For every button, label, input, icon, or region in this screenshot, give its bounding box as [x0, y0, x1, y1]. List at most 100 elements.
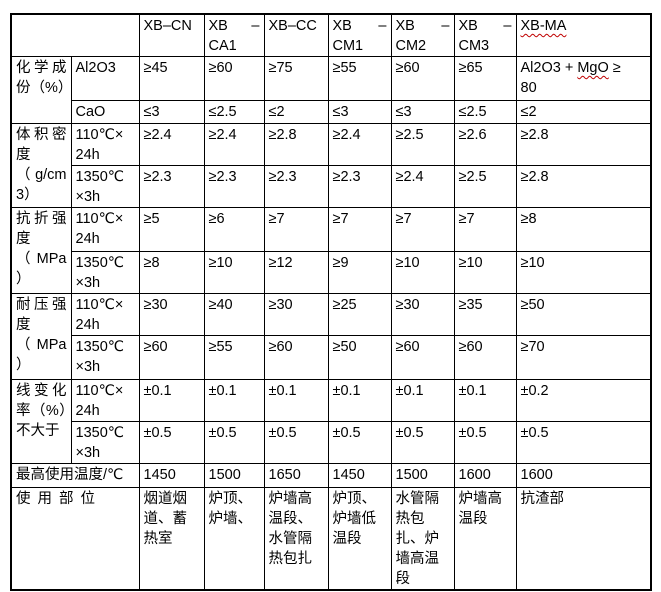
value-cell: 炉顶、炉墙、: [203, 487, 265, 591]
value-cell: ±0.1: [138, 379, 205, 422]
value-cell: ≥8: [515, 207, 652, 252]
value-cell: ±0.5: [263, 421, 329, 464]
value-cell: ≤3: [138, 100, 205, 124]
value-cell: ≥7: [263, 207, 329, 252]
value-cell: ≥50: [515, 293, 652, 336]
table-row: 体积密度（g/cm3） 110℃× 24h ≥2.4 ≥2.4 ≥2.8 ≥2.…: [10, 123, 652, 208]
column-header-xb-ma: XB-MA: [515, 13, 652, 57]
value-cell: ≤2.5: [453, 100, 517, 124]
value-cell: 水管隔热包扎、炉墙高温段: [390, 487, 455, 591]
value-cell: ≥2.4: [203, 123, 265, 166]
value-cell: ≥12: [263, 251, 329, 294]
value-cell: ≥2.8: [515, 123, 652, 166]
value-cell: ≥2.3: [263, 165, 329, 208]
value-cell: ≥30: [138, 293, 205, 336]
value-cell: ±0.1: [390, 379, 455, 422]
value-cell: ≥60: [453, 335, 517, 380]
value-cell: ≥2.4: [390, 165, 455, 208]
material-spec-table: XB–CN XB – CA1 XB–CC XB – CM1 XB – CM2 X…: [10, 13, 652, 591]
value-cell: ≥9: [327, 251, 392, 294]
value-cell: 炉墙高温段、水管隔热包扎: [263, 487, 329, 591]
value-cell: ≥7: [327, 207, 392, 252]
column-header-xb-cm2: XB – CM2: [390, 13, 455, 57]
component-label: Al2O3: [70, 56, 140, 101]
value-cell: ≥2.3: [203, 165, 265, 208]
table-row: 1350℃ ×3h ≥2.3 ≥2.3 ≥2.3 ≥2.3 ≥2.4 ≥2.5 …: [11, 165, 652, 208]
row-group-label-compressive: 耐压强度（MPa）: [10, 293, 72, 380]
value-cell: ≥2.3: [327, 165, 392, 208]
row-group-label-linear-change: 线变化率（%）不大于: [10, 379, 72, 464]
row-group-label-density: 体积密度（g/cm3）: [10, 123, 72, 208]
row-group-label-chemistry: 化学成份（%）: [10, 56, 72, 124]
table-row: 化学成份（%） Al2O3 ≥45 ≥60 ≥75 ≥55 ≥60 ≥65 Al…: [10, 56, 652, 124]
value-cell: ≥5: [138, 207, 205, 252]
formula-post: ≥: [608, 60, 621, 76]
value-cell-al2o3-mgo: Al2O3 + MgO ≥80: [515, 56, 652, 101]
value-cell: ±0.5: [390, 421, 455, 464]
value-cell: ≥2.3: [138, 165, 205, 208]
value-cell: ≥25: [327, 293, 392, 336]
condition-label: 110℃× 24h: [70, 293, 140, 336]
value-cell: ≥2.4: [138, 123, 205, 166]
value-cell: ≥2.4: [327, 123, 392, 166]
value-cell: ≥60: [390, 335, 455, 380]
value-cell: ≥2.8: [263, 123, 329, 166]
table-row: 线变化率（%）不大于 110℃× 24h ±0.1 ±0.1 ±0.1 ±0.1…: [10, 379, 652, 464]
value-cell: ±0.5: [327, 421, 392, 464]
value-cell: ≥10: [453, 251, 517, 294]
value-cell: ≥45: [138, 56, 205, 101]
value-cell: ±0.5: [515, 421, 652, 464]
component-label: CaO: [70, 100, 140, 124]
condition-label: 1350℃ ×3h: [70, 165, 140, 208]
value-cell: 抗渣部: [515, 487, 652, 591]
value-cell: ≥60: [138, 335, 205, 380]
value-cell: ≥7: [453, 207, 517, 252]
value-cell: ≥70: [515, 335, 652, 380]
column-header-xb-cc: XB–CC: [263, 13, 329, 57]
misspelled-text: MgO: [577, 60, 609, 76]
value-cell: 炉顶、炉墙低温段: [327, 487, 392, 591]
corner-cell: [10, 13, 140, 57]
column-header-xb-cm3: XB – CM3: [453, 13, 517, 57]
value-cell: ≥55: [203, 335, 265, 380]
condition-label: 110℃× 24h: [70, 379, 140, 422]
condition-label: 1350℃ ×3h: [70, 421, 140, 464]
table-row: CaO ≤3 ≤2.5 ≤2 ≤3 ≤3 ≤2.5 ≤2: [11, 100, 652, 124]
column-header-xb-ca1: XB – CA1: [203, 13, 265, 57]
value-cell: ≥60: [203, 56, 265, 101]
value-cell: ≥2.6: [453, 123, 517, 166]
value-cell: ≥2.5: [390, 123, 455, 166]
table-row: 最高使用温度/℃ 1450 1500 1650 1450 1500 1600 1…: [10, 463, 652, 488]
table-row: 1350℃ ×3h ≥60 ≥55 ≥60 ≥50 ≥60 ≥60 ≥70: [11, 335, 652, 380]
table-row: 1350℃ ×3h ≥8 ≥10 ≥12 ≥9 ≥10 ≥10 ≥10: [11, 251, 652, 294]
value-cell: ≥75: [263, 56, 329, 101]
value-cell: 炉墙高温段: [453, 487, 517, 591]
value-cell: ≥2.8: [515, 165, 652, 208]
value-cell: ≥40: [203, 293, 265, 336]
condition-label: 1350℃ ×3h: [70, 335, 140, 380]
value-cell: ±0.1: [327, 379, 392, 422]
value-cell: ≥30: [263, 293, 329, 336]
value-cell: ≤2: [515, 100, 652, 124]
value-cell: ≥30: [390, 293, 455, 336]
value-cell: 1500: [390, 463, 455, 488]
misspelled-text: XB-MA: [520, 18, 567, 34]
value-cell: 1600: [453, 463, 517, 488]
value-cell: ±0.1: [203, 379, 265, 422]
formula-pre: Al2O3 +: [520, 60, 578, 76]
value-cell: 1500: [203, 463, 265, 488]
value-cell: ±0.5: [138, 421, 205, 464]
value-cell: ±0.5: [203, 421, 265, 464]
value-cell: ≥60: [390, 56, 455, 101]
value-cell: 1450: [327, 463, 392, 488]
column-header-xb-cn: XB–CN: [138, 13, 205, 57]
value-cell: 1450: [138, 463, 205, 488]
value-cell: ≤3: [327, 100, 392, 124]
value-cell: ≥7: [390, 207, 455, 252]
value-cell: ±0.5: [453, 421, 517, 464]
value-cell: ±0.1: [453, 379, 517, 422]
value-cell: ≤3: [390, 100, 455, 124]
table-row: 1350℃ ×3h ±0.5 ±0.5 ±0.5 ±0.5 ±0.5 ±0.5 …: [11, 421, 652, 464]
value-cell: ≥65: [453, 56, 517, 101]
row-label-max-temperature: 最高使用温度/℃: [10, 463, 140, 488]
